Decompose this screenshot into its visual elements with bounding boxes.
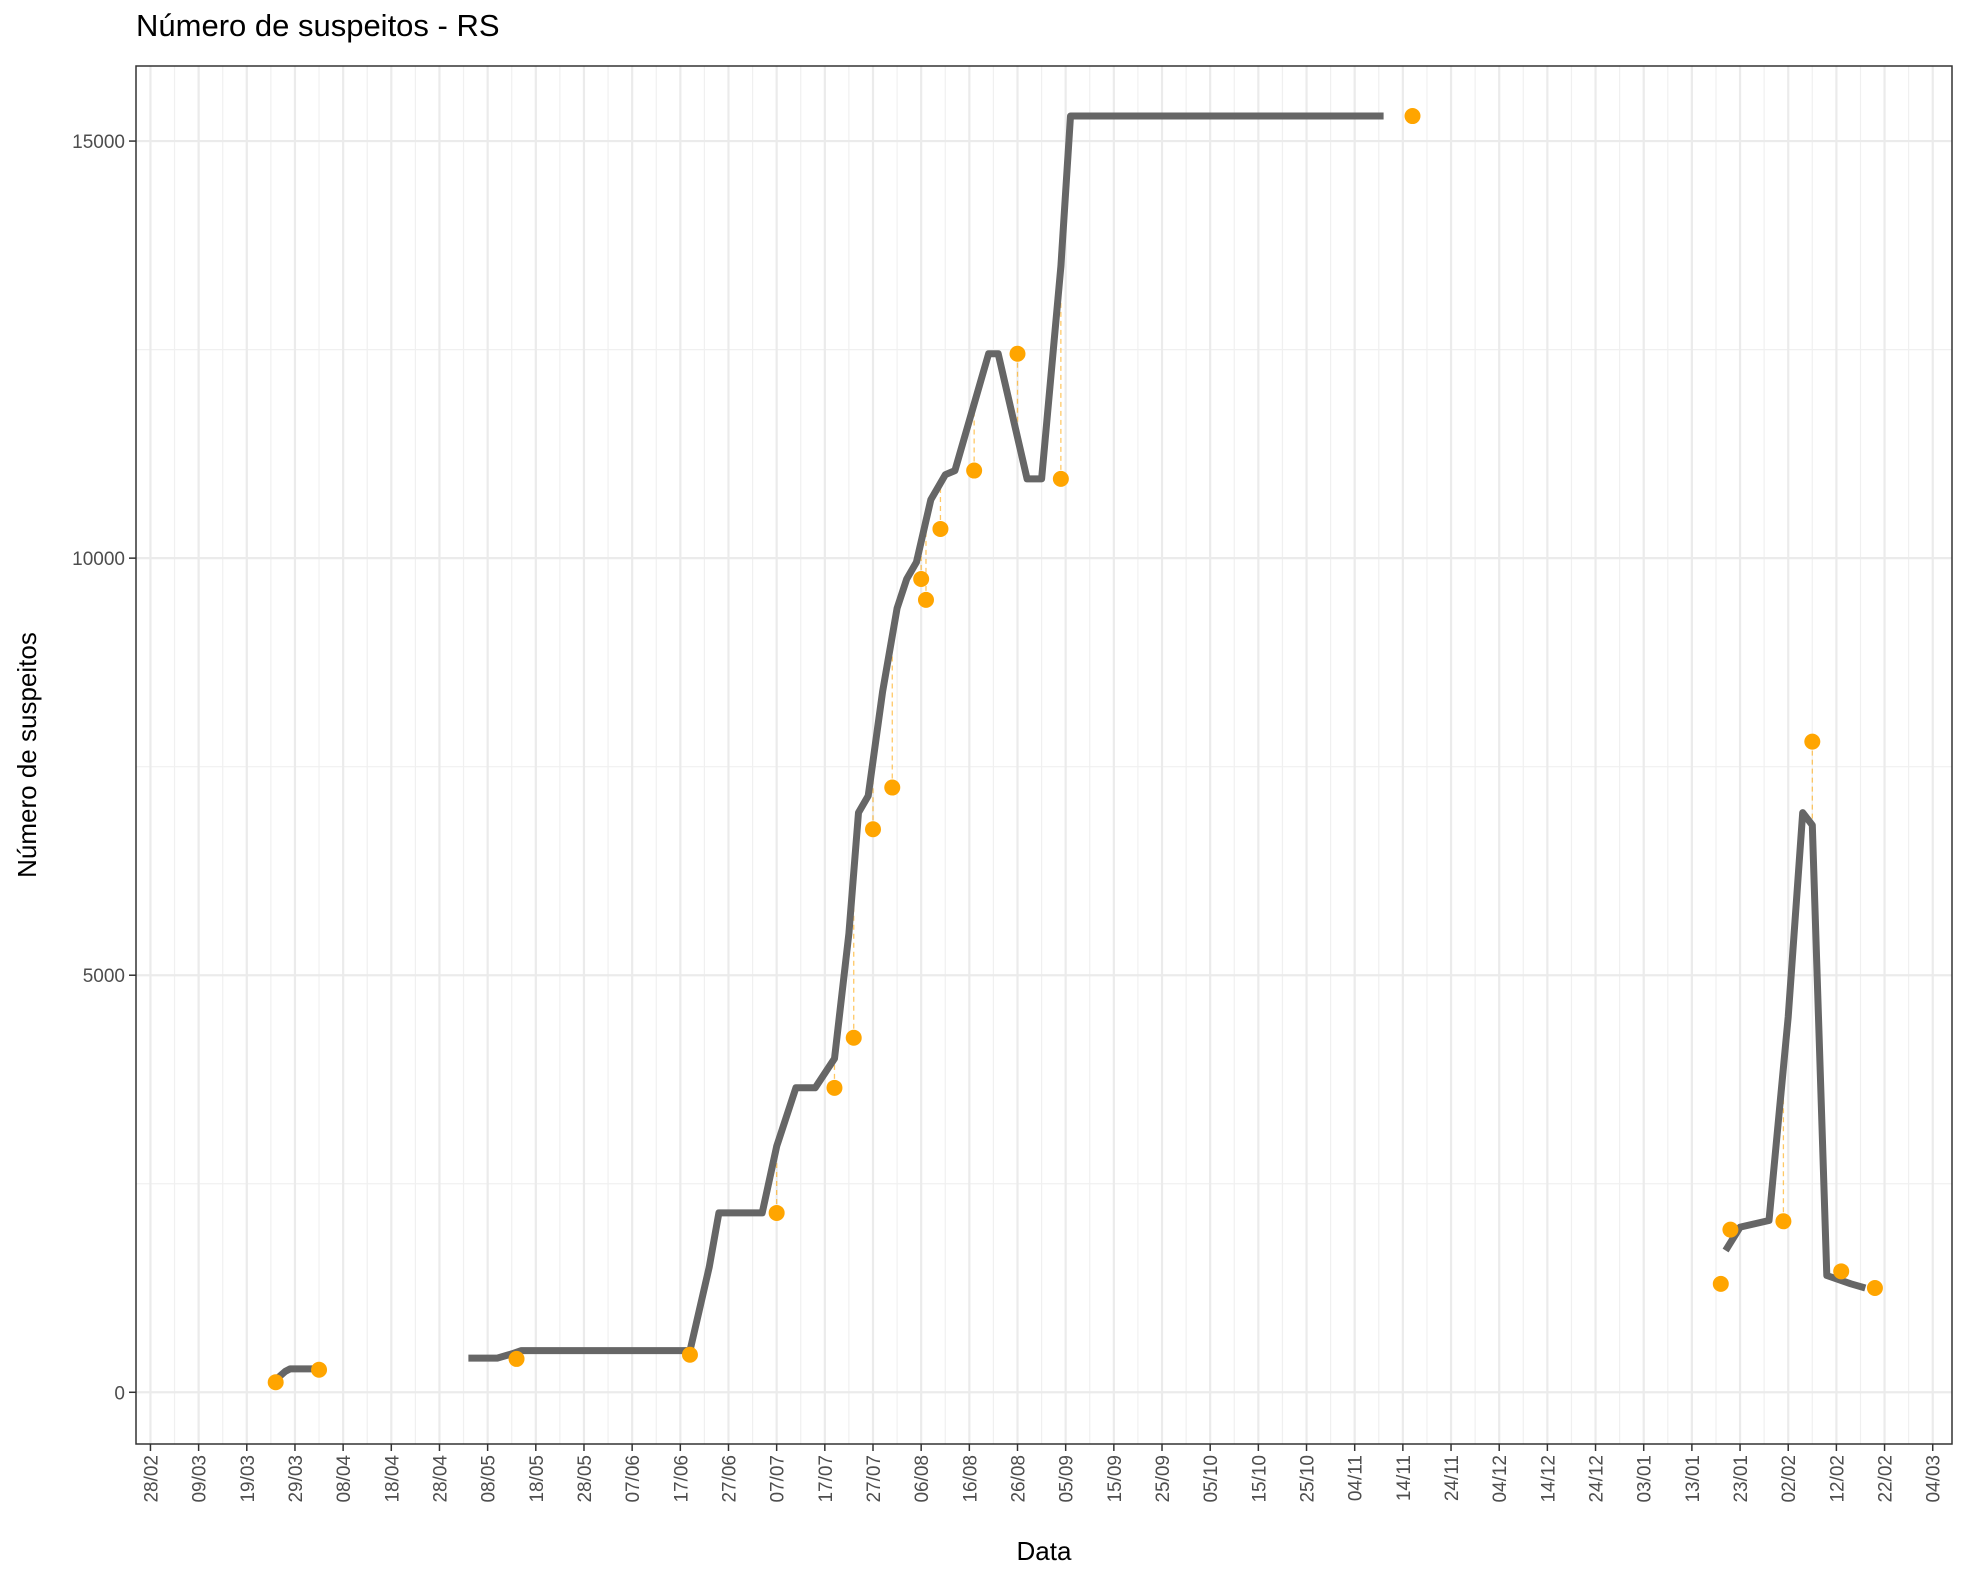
x-tick-label: 12/02 [1827,1455,1848,1503]
plot-border [135,65,1953,1445]
x-tick-label: 17/07 [816,1455,837,1503]
x-tick-label: 02/02 [1779,1455,1800,1503]
data-point [1052,470,1069,487]
data-point [1722,1221,1739,1238]
x-tick-label: 18/04 [382,1455,403,1503]
data-point [932,520,949,537]
x-tick-label: 03/01 [1635,1455,1656,1503]
x-tick-label: 19/03 [238,1455,259,1503]
x-tick-label: 09/03 [190,1455,211,1503]
y-tick-label: 15000 [72,132,125,153]
series-line [1722,809,1867,1292]
data-point [311,1361,328,1378]
x-tick-label: 14/11 [1394,1455,1415,1501]
data-point [1804,733,1821,750]
x-tick-label: 24/12 [1587,1455,1608,1503]
x-tick-label: 08/04 [334,1455,355,1503]
x-tick-label: 28/02 [141,1455,162,1503]
x-tick-label: 05/09 [1057,1455,1078,1503]
x-tick-label: 07/07 [768,1455,789,1503]
x-tick-label: 29/03 [286,1455,307,1503]
data-point [267,1374,284,1391]
data-point [864,821,881,838]
x-tick-label: 18/05 [527,1455,548,1503]
data-point [1404,108,1421,125]
x-tick-label: 15/10 [1249,1455,1270,1503]
series-line [468,112,1384,1362]
x-axis-title: Data [1017,1536,1072,1566]
x-tick-label: 23/01 [1731,1455,1752,1503]
x-tick-label: 04/12 [1490,1455,1511,1503]
chart-title: Número de suspeitos - RS [136,8,500,43]
x-tick-label: 05/10 [1201,1455,1222,1503]
x-tick-label: 26/08 [1009,1455,1030,1503]
data-point [681,1346,698,1363]
data-point [1866,1280,1883,1297]
y-tick-label: 10000 [72,549,125,570]
x-tick-label: 17/06 [671,1455,692,1503]
data-point [508,1350,525,1367]
data-point [917,591,934,608]
x-tick-label: 16/08 [960,1455,981,1503]
x-tick-label: 04/03 [1924,1455,1945,1503]
data-point [845,1029,862,1046]
x-tick-label: 25/10 [1298,1455,1319,1503]
data-point [966,462,983,479]
data-point [1833,1263,1850,1280]
data-point [1712,1275,1729,1292]
data-point [884,779,901,796]
x-tick-label: 06/08 [912,1455,933,1503]
x-tick-label: 28/05 [575,1455,596,1503]
x-tick-label: 24/11 [1442,1455,1463,1501]
series-line [273,1365,315,1383]
x-tick-label: 22/02 [1876,1455,1897,1503]
x-tick-label: 15/09 [1105,1455,1126,1503]
x-tick-label: 14/12 [1538,1455,1559,1503]
data-point [768,1204,785,1221]
x-tick-label: 27/07 [864,1455,885,1503]
y-tick-label: 0 [114,1383,125,1404]
x-tick-label: 28/04 [430,1455,451,1503]
data-point [826,1079,843,1096]
x-tick-label: 13/01 [1683,1455,1704,1503]
data-point [1009,345,1026,362]
x-tick-label: 27/06 [719,1455,740,1503]
data-point [1775,1213,1792,1230]
y-axis-title: Número de suspeitos [12,632,42,878]
x-tick-label: 04/11 [1346,1455,1367,1501]
x-tick-label: 25/09 [1153,1455,1174,1503]
x-tick-label: 07/06 [623,1455,644,1503]
x-tick-label: 08/05 [479,1455,500,1503]
plot-panel [136,66,1952,1444]
data-point [913,570,930,587]
y-tick-label: 5000 [83,966,125,987]
